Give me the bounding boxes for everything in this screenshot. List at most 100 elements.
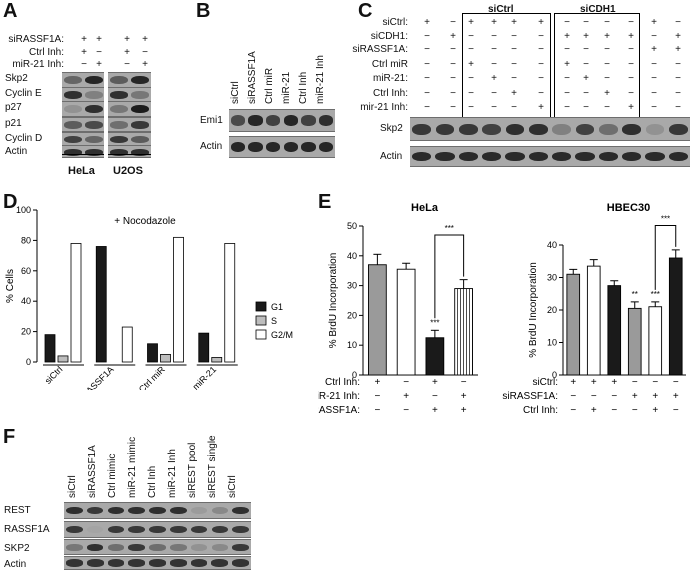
- condition-symbol: −: [675, 17, 681, 28]
- blot-band: [458, 151, 478, 162]
- condition-symbol: +: [461, 405, 467, 416]
- condition-symbol: −: [570, 405, 576, 416]
- condition-symbol: −: [96, 47, 102, 58]
- condition-label: Ctrl Inh:: [372, 88, 408, 99]
- blot-band: [230, 115, 245, 126]
- condition-symbol: −: [450, 88, 456, 99]
- blot-band: [169, 559, 187, 567]
- bar: [668, 257, 683, 376]
- blot-band: [131, 121, 149, 129]
- blot-band: [86, 559, 104, 567]
- cell-line-underline: [108, 154, 151, 155]
- condition-symbol: +: [142, 34, 148, 45]
- condition-symbol: +: [675, 31, 681, 42]
- condition-symbol: −: [468, 44, 474, 55]
- blot-band: [86, 543, 104, 551]
- blot-strip: [62, 87, 104, 102]
- bar: [211, 357, 223, 363]
- blot-band: [248, 142, 263, 152]
- condition-symbol: −: [564, 44, 570, 55]
- blot-band: [552, 151, 572, 162]
- y-tick-label: 40: [21, 296, 31, 306]
- condition-label: siRASSF1A:: [502, 391, 558, 402]
- condition-symbol: −: [450, 102, 456, 113]
- condition-symbol: −: [675, 88, 681, 99]
- chart-annotation: + Nocodazole: [114, 216, 176, 227]
- legend-label: S: [271, 316, 277, 326]
- blot-band: [190, 543, 208, 551]
- blot-row-label: Actin: [200, 141, 223, 152]
- lane-label: Ctrl Inh: [298, 71, 309, 104]
- category-label: siCtrl: [43, 364, 65, 386]
- condition-symbol: −: [491, 88, 497, 99]
- blot-band: [528, 151, 548, 162]
- condition-symbol: −: [491, 102, 497, 113]
- condition-symbol: −: [604, 44, 610, 55]
- category-label: miR-21: [191, 364, 219, 390]
- panel-letter-f: F: [3, 426, 16, 448]
- condition-symbol: −: [673, 377, 679, 388]
- blot-row-label: Actin: [380, 151, 403, 162]
- blot-band: [86, 506, 104, 515]
- blot-band: [131, 105, 149, 114]
- group-label: siCtrl: [488, 4, 514, 15]
- condition-symbol: −: [424, 44, 430, 55]
- condition-symbol: −: [675, 73, 681, 84]
- blot-band: [85, 105, 103, 114]
- condition-symbol: −: [424, 31, 430, 42]
- condition-symbol: −: [673, 405, 679, 416]
- blot-band: [128, 559, 146, 567]
- blot-band: [412, 151, 432, 162]
- blot-strip: [62, 117, 104, 132]
- blot-strip: [62, 145, 104, 158]
- blot-band: [64, 91, 82, 99]
- blot-band: [622, 151, 642, 162]
- y-tick-label: 0: [26, 357, 31, 367]
- bar: [627, 307, 642, 376]
- condition-symbol: −: [142, 47, 148, 58]
- brdu-hela-chart: HeLa 0 10 20 30 40 50 % BrdU Incorporation *** **…: [318, 202, 478, 416]
- condition-label: siRASSF1A:: [318, 405, 360, 416]
- blot-band: [669, 123, 688, 135]
- bar: [368, 264, 387, 376]
- blot-band: [149, 559, 166, 567]
- category-label: siRASSF1A: [75, 364, 116, 390]
- condition-symbol: −: [628, 73, 634, 84]
- condition-symbol: −: [564, 17, 570, 28]
- blot-band: [64, 149, 82, 156]
- blot-band: [248, 115, 263, 126]
- y-tick-label: 30: [547, 273, 557, 283]
- cell-line-label: U2OS: [113, 165, 143, 177]
- bar: [198, 332, 210, 363]
- blot-band: [529, 123, 548, 135]
- blot-band: [85, 136, 103, 144]
- bar: [173, 236, 184, 363]
- condition-symbol: −: [628, 88, 634, 99]
- blot-row-label: Cyclin D: [5, 133, 43, 144]
- blot-band: [107, 559, 125, 567]
- bar: [57, 355, 69, 363]
- condition-symbol: −: [591, 391, 597, 402]
- condition-symbol: −: [538, 88, 544, 99]
- blot-band: [131, 76, 149, 85]
- blot-band: [64, 105, 82, 114]
- condition-symbol: −: [424, 59, 430, 70]
- legend-swatch: [255, 315, 267, 326]
- bar: [607, 285, 622, 376]
- blot-band: [131, 136, 149, 144]
- blot-row-label: Actin: [4, 559, 27, 570]
- condition-symbol: +: [591, 377, 597, 388]
- blot-band: [169, 525, 187, 534]
- condition-symbol: −: [675, 102, 681, 113]
- blot-band: [211, 543, 229, 551]
- condition-label: mir-21 Inh:: [360, 102, 408, 113]
- condition-symbol: +: [511, 17, 517, 28]
- condition-symbol: +: [652, 405, 658, 416]
- condition-symbol: −: [651, 31, 657, 42]
- blot-band: [64, 121, 82, 129]
- condition-symbol: −: [564, 73, 570, 84]
- y-axis-label: % BrdU Incorporation: [528, 262, 539, 358]
- y-tick-label: 0: [552, 370, 557, 380]
- blot-band: [211, 506, 229, 515]
- blot-band: [149, 543, 166, 551]
